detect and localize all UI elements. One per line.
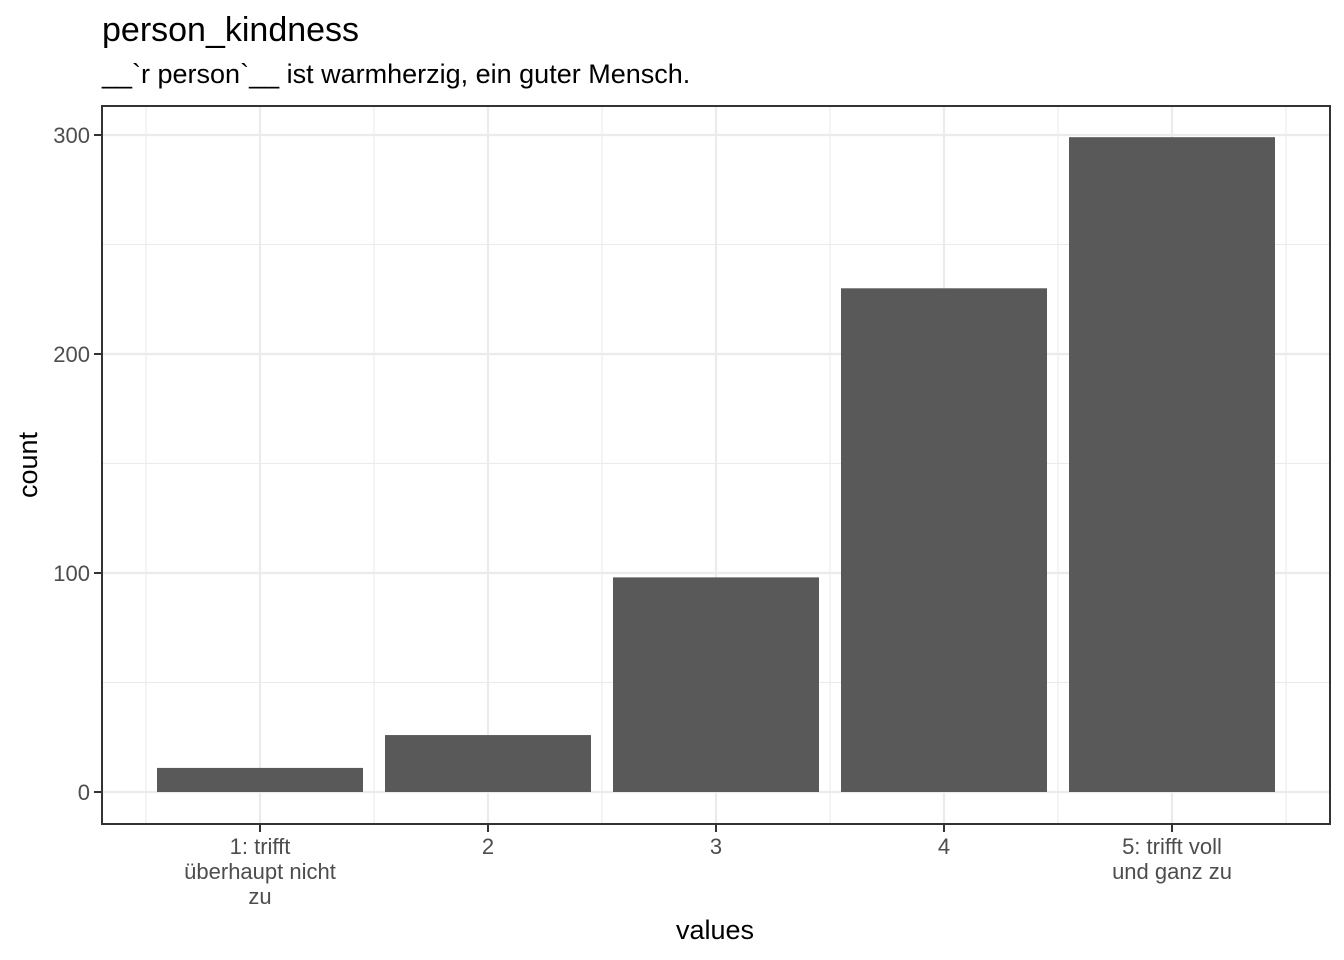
x-tick-label: 5: trifft voll und ganz zu	[1112, 834, 1232, 884]
x-axis-title: values	[676, 915, 754, 945]
bar-2	[385, 735, 591, 792]
x-axis: 1: trifft überhaupt nicht zu 2 3 4 5: trifft v…	[184, 824, 1232, 909]
x-tick-label: 4	[938, 834, 950, 859]
x-tick-label: 1: trifft überhaupt nicht zu	[184, 834, 336, 909]
y-tick-label: 100	[53, 561, 90, 586]
chart-subtitle: __`r person`__ ist warmherzig, ein guter…	[101, 59, 690, 89]
y-tick-label: 200	[53, 342, 90, 367]
y-tick-label: 0	[78, 780, 90, 805]
bars	[157, 137, 1275, 792]
chart-title: person_kindness	[102, 11, 359, 49]
bar-3	[613, 577, 819, 792]
bar-5	[1069, 137, 1275, 792]
x-tick-label: 3	[710, 834, 722, 859]
y-axis: 0 100 200 300	[53, 123, 102, 805]
bar-4	[841, 288, 1047, 792]
y-tick-label: 300	[53, 123, 90, 148]
bar-1	[157, 767, 363, 792]
x-tick-label: 2	[482, 834, 494, 859]
y-axis-title: count	[13, 431, 43, 498]
